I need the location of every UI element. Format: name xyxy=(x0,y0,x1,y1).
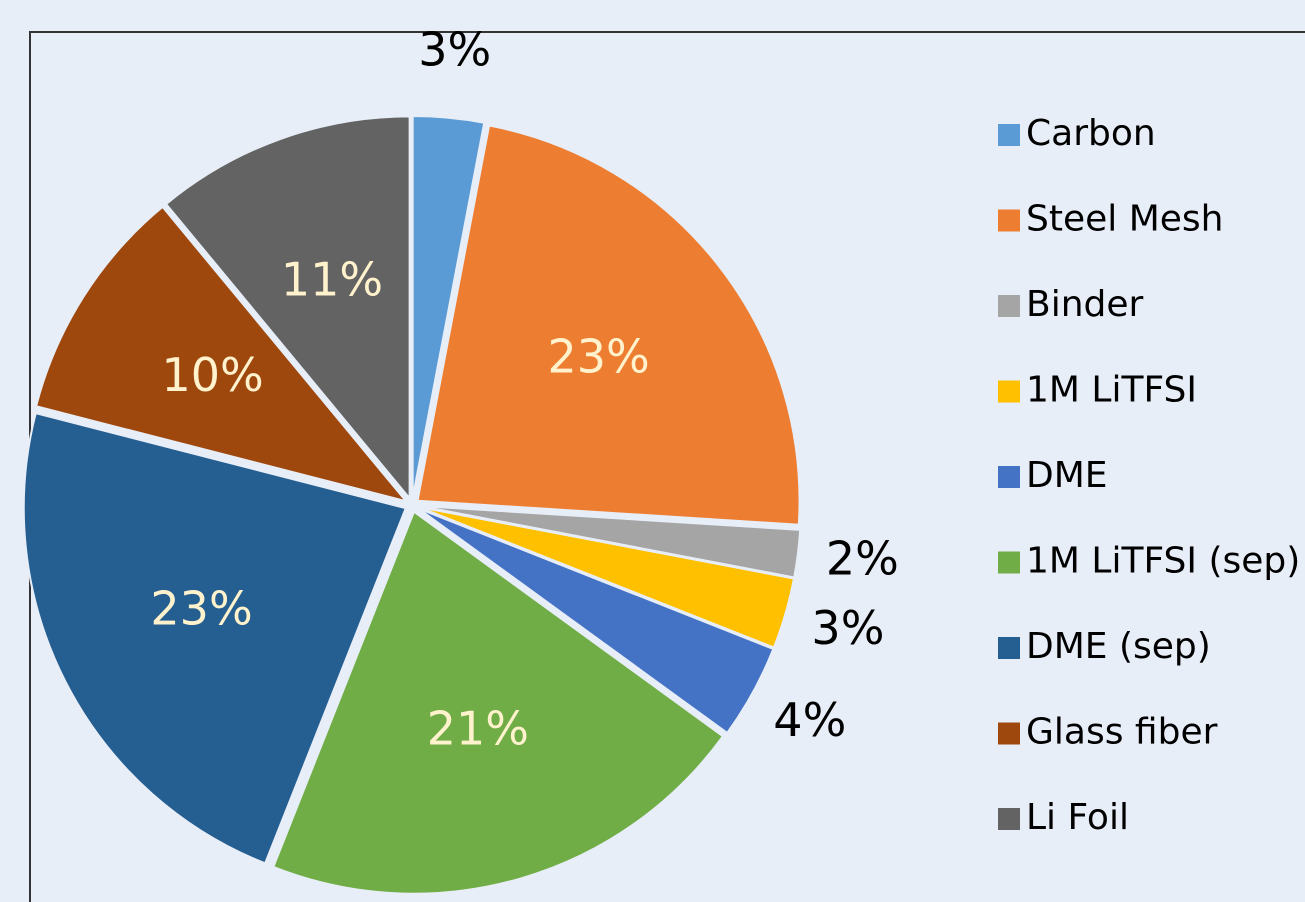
data-label: 23% xyxy=(150,582,252,636)
pie-slice xyxy=(411,115,486,499)
legend-swatch xyxy=(998,722,1020,745)
data-label: 4% xyxy=(773,693,846,747)
legend-swatch xyxy=(998,295,1020,317)
pie-slice xyxy=(417,507,775,735)
pie-slice xyxy=(418,505,796,649)
data-label: 3% xyxy=(418,23,491,77)
legend-label: Binder xyxy=(1026,284,1144,325)
pie-slice xyxy=(22,411,408,865)
legend-label: Glass fiber xyxy=(1026,712,1218,753)
data-label: 3% xyxy=(811,601,884,655)
legend-label: Steel Mesh xyxy=(1026,199,1224,240)
legend-swatch xyxy=(998,466,1020,488)
data-label: 23% xyxy=(548,330,650,384)
legend-swatch xyxy=(998,380,1020,403)
legend-label: DME xyxy=(1026,455,1108,496)
pie-slice xyxy=(416,124,801,526)
pie-slice xyxy=(164,115,411,502)
data-label: 11% xyxy=(281,252,383,306)
legend-label: 1M LiTFSI (sep) xyxy=(1026,541,1300,582)
pie-slice xyxy=(418,504,802,579)
legend-label: Li Foil xyxy=(1026,797,1129,838)
legend-label: DME (sep) xyxy=(1026,626,1211,667)
pie-slice xyxy=(272,510,725,895)
legend-label: Carbon xyxy=(1026,113,1156,154)
pie-slice xyxy=(34,205,409,503)
data-label: 21% xyxy=(427,701,529,755)
legend-label: 1M LiTFSI xyxy=(1026,370,1197,411)
data-label: 2% xyxy=(826,531,899,585)
data-label: 10% xyxy=(161,348,263,402)
legend-swatch xyxy=(998,124,1020,146)
legend-swatch xyxy=(998,551,1020,574)
legend-swatch xyxy=(998,637,1020,659)
legend-swatch xyxy=(998,209,1020,232)
legend-swatch xyxy=(998,808,1020,830)
